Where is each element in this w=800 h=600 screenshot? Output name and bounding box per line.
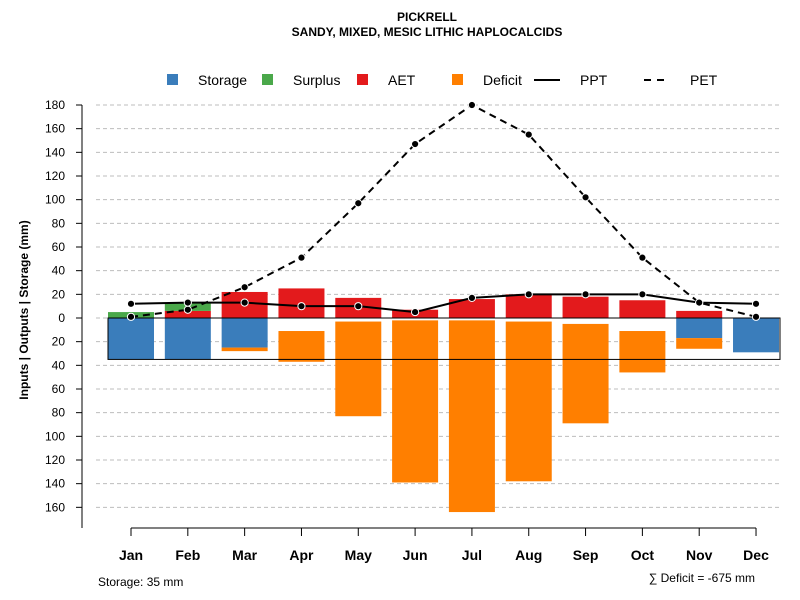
surplus-legend-label: Surplus bbox=[293, 72, 340, 88]
pet-legend-label: PET bbox=[690, 72, 718, 88]
month-label-dec: Dec bbox=[743, 547, 769, 563]
ppt-line bbox=[130, 293, 757, 314]
chart-title: PICKRELL bbox=[397, 10, 457, 24]
y-tick-label: 60 bbox=[52, 382, 66, 396]
aet-legend-label: AET bbox=[388, 72, 416, 88]
month-label-oct: Oct bbox=[631, 547, 655, 563]
storage-footnote: Storage: 35 mm bbox=[98, 575, 183, 589]
month-label-may: May bbox=[345, 547, 372, 563]
deficit-bar-oct bbox=[619, 331, 666, 373]
y-tick-label: 40 bbox=[52, 358, 66, 372]
y-tick-label: 180 bbox=[45, 98, 65, 112]
storage-bar-mar bbox=[221, 318, 268, 348]
pet-point-aug bbox=[524, 130, 533, 139]
y-tick-label: 40 bbox=[52, 264, 66, 278]
y-tick-label: 80 bbox=[52, 216, 66, 230]
y-tick-label: 80 bbox=[52, 406, 66, 420]
legend: Storage Surplus AET Deficit PPT PET bbox=[167, 72, 718, 88]
deficit-legend-swatch bbox=[452, 74, 463, 85]
y-tick-label: 60 bbox=[52, 240, 66, 254]
y-tick-label: 100 bbox=[45, 429, 65, 443]
pet-point-apr bbox=[297, 253, 306, 262]
deficit-bar-jul bbox=[448, 320, 495, 513]
pet-line bbox=[130, 103, 757, 318]
ppt-point-sep bbox=[581, 290, 590, 299]
y-tick-label: 120 bbox=[45, 453, 65, 467]
pet-point-jul bbox=[467, 100, 477, 110]
y-tick-label: 140 bbox=[45, 477, 65, 491]
aet-legend-swatch bbox=[357, 74, 368, 85]
month-label-aug: Aug bbox=[515, 547, 542, 563]
surplus-legend-swatch bbox=[262, 74, 273, 85]
aet-bar-jul bbox=[448, 299, 495, 318]
aet-bar-nov bbox=[676, 310, 723, 318]
axes: 180 160 140 120 100 80 60 40 20 0 20 40 60 80 100 120 14… bbox=[45, 98, 769, 563]
deficit-bar-jun bbox=[392, 320, 439, 483]
pet-point-mar bbox=[240, 283, 249, 292]
y-tick-label: 120 bbox=[45, 169, 65, 183]
month-label-jun: Jun bbox=[403, 547, 428, 563]
month-label-jul: Jul bbox=[462, 547, 482, 563]
month-label-feb: Feb bbox=[175, 547, 200, 563]
storage-capacity-outline bbox=[107, 317, 781, 360]
month-label-nov: Nov bbox=[686, 547, 713, 563]
aet-bar-oct bbox=[619, 300, 666, 318]
pet-point-sep bbox=[581, 193, 590, 202]
pet-point-jun bbox=[411, 139, 420, 149]
y-tick-label: 100 bbox=[45, 193, 65, 207]
deficit-bar-may bbox=[335, 321, 382, 417]
y-tick-label: 140 bbox=[45, 145, 65, 159]
y-tick-label: 160 bbox=[45, 500, 65, 514]
ppt-point-dec bbox=[751, 299, 761, 308]
ppt-legend-label: PPT bbox=[580, 72, 608, 88]
ppt-point-apr bbox=[297, 302, 306, 311]
ppt-point-jun bbox=[411, 307, 420, 317]
month-label-mar: Mar bbox=[232, 547, 257, 563]
lines bbox=[126, 100, 761, 321]
deficit-bar-sep bbox=[562, 323, 609, 424]
month-label-sep: Sep bbox=[573, 547, 599, 563]
storage-bar-dec bbox=[733, 318, 780, 353]
ppt-point-oct bbox=[638, 290, 647, 299]
y-tick-label: 0 bbox=[58, 311, 65, 325]
y-axis-label: Inputs | Outputs | Storage (mm) bbox=[17, 220, 31, 399]
ppt-point-jul bbox=[467, 293, 477, 302]
pet-point-dec bbox=[751, 312, 761, 321]
y-tick-label: 20 bbox=[52, 335, 66, 349]
deficit-legend-label: Deficit bbox=[483, 72, 522, 88]
storage-bar-feb bbox=[164, 318, 211, 360]
gridlines bbox=[96, 104, 780, 508]
aet-bar-feb bbox=[164, 310, 211, 318]
deficit-bar-nov bbox=[676, 338, 723, 349]
ppt-point-feb bbox=[183, 298, 192, 307]
storage-legend-label: Storage bbox=[198, 72, 247, 88]
pet-point-feb bbox=[183, 305, 192, 314]
deficit-footnote: ∑ Deficit = -675 mm bbox=[649, 571, 755, 585]
ppt-point-nov bbox=[695, 298, 704, 307]
pet-point-oct bbox=[638, 253, 647, 262]
ppt-point-mar bbox=[240, 298, 249, 307]
y-tick-label: 160 bbox=[45, 122, 65, 136]
month-label-apr: Apr bbox=[289, 547, 314, 563]
y-tick-label: 20 bbox=[52, 287, 66, 301]
aet-bar-aug bbox=[505, 294, 552, 318]
ppt-point-jan bbox=[126, 299, 136, 308]
pet-point-may bbox=[354, 199, 363, 208]
deficit-bar-apr bbox=[278, 331, 325, 362]
ppt-point-may bbox=[354, 302, 363, 311]
bars bbox=[107, 288, 781, 513]
deficit-bar-mar bbox=[221, 347, 268, 352]
pet-point-jan bbox=[126, 312, 136, 321]
deficit-bar-aug bbox=[505, 321, 552, 482]
chart-subtitle: SANDY, MIXED, MESIC LITHIC HAPLOCALCIDS bbox=[292, 25, 563, 39]
aet-bar-sep bbox=[562, 296, 609, 318]
ppt-point-aug bbox=[524, 290, 533, 299]
storage-bar-nov bbox=[676, 318, 723, 339]
storage-legend-swatch bbox=[167, 74, 178, 85]
month-label-jan: Jan bbox=[119, 547, 143, 563]
storage-bar-jan bbox=[108, 318, 154, 360]
